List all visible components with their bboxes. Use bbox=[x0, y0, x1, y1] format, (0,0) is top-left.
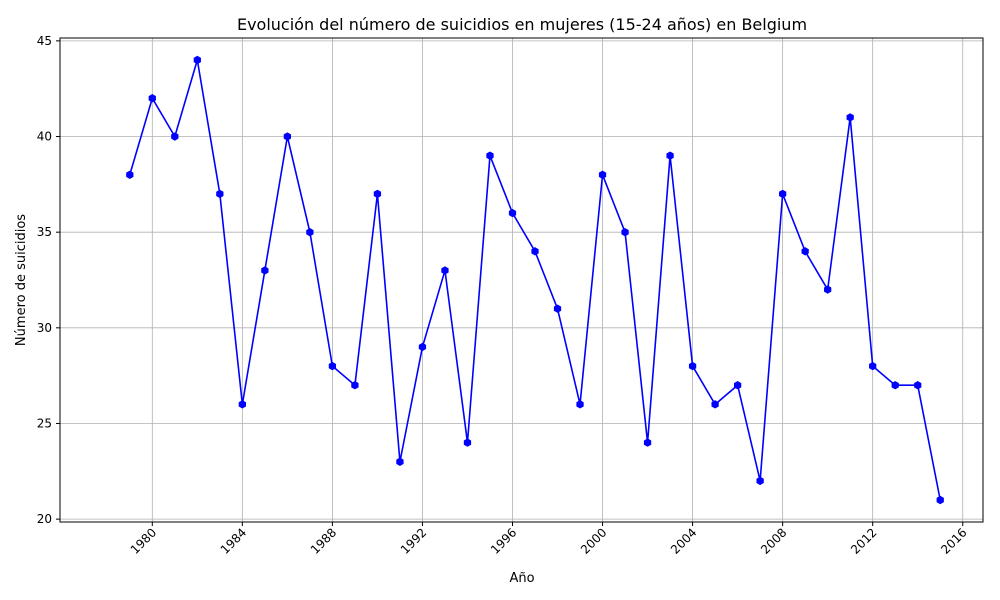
data-point bbox=[779, 189, 787, 199]
data-point bbox=[531, 247, 539, 256]
data-point bbox=[936, 495, 944, 505]
data-point bbox=[193, 55, 201, 65]
data-point bbox=[688, 361, 697, 371]
y-tick-label: 45 bbox=[37, 34, 52, 48]
data-point bbox=[261, 266, 269, 275]
x-tick-label: 2004 bbox=[668, 525, 699, 556]
data-point bbox=[914, 381, 922, 390]
x-tick-label: 1988 bbox=[308, 525, 339, 556]
data-point bbox=[733, 381, 742, 390]
data-point bbox=[148, 94, 156, 103]
chart-title: Evolución del número de suicidios en muj… bbox=[237, 15, 807, 34]
y-tick-label: 25 bbox=[37, 416, 52, 430]
data-point bbox=[711, 400, 719, 409]
y-tick-label: 30 bbox=[37, 321, 52, 335]
x-tick-label: 1992 bbox=[398, 525, 429, 556]
data-point bbox=[328, 361, 337, 371]
data-point bbox=[621, 227, 629, 237]
y-axis-label: Número de suicidios bbox=[14, 214, 29, 346]
x-tick-label: 2016 bbox=[938, 525, 969, 556]
data-point bbox=[508, 208, 517, 218]
data-point bbox=[171, 132, 179, 141]
y-tick-label: 40 bbox=[37, 130, 52, 144]
data-point bbox=[373, 189, 382, 199]
data-point bbox=[824, 285, 832, 294]
series-line bbox=[129, 59, 942, 501]
data-point bbox=[666, 151, 674, 160]
data-point bbox=[238, 400, 246, 409]
data-point bbox=[643, 438, 652, 447]
x-tick-label: 2000 bbox=[578, 525, 609, 556]
data-point bbox=[126, 170, 134, 179]
data-point bbox=[216, 189, 224, 199]
data-point bbox=[486, 151, 494, 160]
data-point bbox=[801, 247, 809, 256]
plot-area bbox=[59, 37, 984, 523]
x-axis-label: Año bbox=[509, 571, 534, 586]
data-point bbox=[576, 400, 584, 409]
data-point bbox=[869, 361, 877, 371]
x-tick-label: 1980 bbox=[128, 525, 159, 556]
data-point bbox=[891, 381, 899, 390]
data-point bbox=[351, 381, 359, 390]
data-point bbox=[283, 132, 292, 141]
axis-ticks: 1980 1984 1988 1992 1996 2000 2004 2008 2012 2016… bbox=[37, 34, 970, 557]
series bbox=[126, 55, 944, 505]
data-point bbox=[598, 170, 607, 179]
x-tick-label: 2008 bbox=[758, 525, 789, 556]
grid bbox=[60, 38, 983, 522]
data-point bbox=[553, 304, 562, 313]
y-tick-label: 20 bbox=[37, 512, 52, 526]
y-tick-label: 35 bbox=[37, 225, 52, 239]
x-tick-label: 1996 bbox=[488, 525, 519, 556]
x-tick-label: 1984 bbox=[218, 525, 249, 556]
data-point bbox=[418, 342, 427, 352]
data-point bbox=[846, 113, 854, 122]
x-tick-label: 2012 bbox=[848, 525, 879, 556]
data-point bbox=[756, 476, 764, 486]
data-point bbox=[463, 438, 472, 447]
data-point bbox=[441, 266, 449, 275]
data-point bbox=[306, 227, 314, 237]
data-point bbox=[396, 457, 404, 466]
